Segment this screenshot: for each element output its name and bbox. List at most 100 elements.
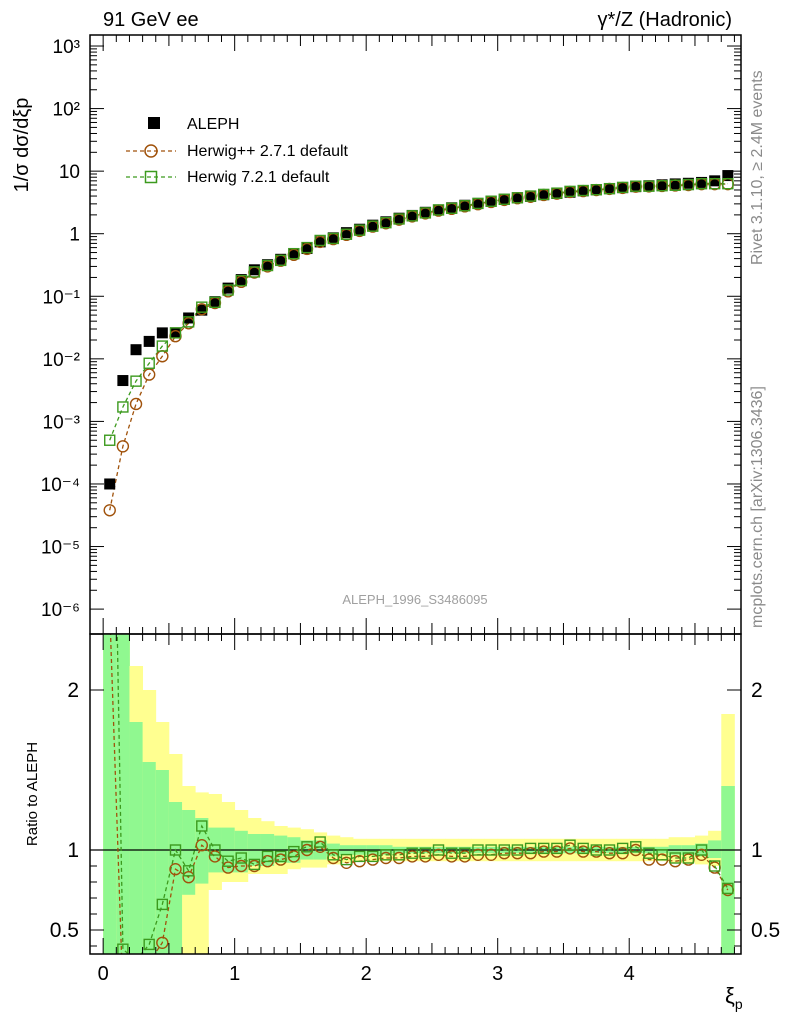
herwig7-point: [511, 192, 524, 204]
ratio-band-inner: [155, 770, 170, 954]
ratio-herwig7-point: [353, 850, 366, 863]
aleph-point: [590, 184, 602, 196]
ratio-herwig7-point: [590, 844, 603, 856]
main-y-tick-label: 1: [69, 225, 80, 246]
herwig7-point: [538, 188, 550, 201]
aleph-point: [722, 170, 734, 182]
aleph-point: [314, 236, 326, 248]
ratio-herwig7-point: [367, 850, 379, 863]
ratio-y-tick-label-left: 2: [67, 679, 79, 702]
main-y-tick-label: 10⁻⁵: [41, 538, 80, 559]
ratio-herwigpp-point: [144, 957, 155, 968]
aleph-point: [617, 182, 629, 194]
ratio-herwig7-point: [274, 850, 287, 863]
ratio-frame: [89, 633, 742, 955]
ratio-band-inner: [142, 762, 157, 954]
herwig7-point: [248, 266, 261, 278]
aleph-point: [235, 274, 247, 286]
legend-marker-herwig7: [144, 170, 158, 184]
herwig7-point: [235, 274, 247, 287]
main-y-tick-labels: 10⁻⁶ 10⁻⁵ 10⁻⁴ 10⁻³ 10⁻² 10⁻¹ 1 10 10² 10³: [41, 37, 80, 621]
aleph-point: [130, 344, 142, 356]
herwig7-point: [169, 327, 182, 339]
ratio-panel: 0.5 0.5 1 1 2 2 0 1 2 3 4 Ratio to ALEPH ξp: [24, 633, 780, 1012]
x-tick-label: 2: [361, 963, 372, 985]
aleph-point: [603, 183, 615, 195]
herwig7-point: [695, 178, 708, 190]
legend: ALEPH Herwig++ 2.7.1 default Herwig 7.2.…: [126, 116, 349, 186]
ratio-y-tick-labels: 0.5 0.5 1 1 2 2: [50, 679, 780, 942]
herwigpp-point: [103, 504, 116, 517]
main-y-tick-label: 10⁻²: [43, 350, 81, 371]
ratio-y-axis-label: Ratio to ALEPH: [24, 742, 41, 846]
ratio-herwig7-point: [156, 898, 169, 911]
ratio-herwig7-point: [603, 844, 616, 856]
ratio-herwig7-point: [485, 844, 497, 856]
aleph-point: [682, 177, 694, 189]
ratio-herwig7-point: [669, 852, 681, 864]
ratio-band-inner: [103, 634, 117, 954]
herwig7-point: [380, 216, 392, 229]
herwig7-point: [130, 375, 142, 387]
aleph-point: [498, 193, 510, 205]
ratio-y-tick-label-right: 2: [751, 679, 763, 702]
main-y-tick-label: 10⁻⁴: [41, 475, 80, 496]
ratio-data-points: [117, 820, 735, 1000]
herwig7-point: [104, 434, 116, 446]
ratio-herwig7-point: [630, 841, 642, 853]
ratio-herwig7-point: [616, 842, 629, 855]
aleph-point: [525, 190, 537, 202]
herwig7-point: [288, 247, 300, 260]
ratio-herwig7-point: [551, 842, 563, 855]
ratio-y-tick-label-left: 1: [67, 839, 79, 862]
herwig7-point: [419, 207, 432, 219]
aleph-point: [248, 264, 260, 276]
aleph-point: [511, 192, 523, 204]
herwig7-point: [590, 184, 603, 196]
ratio-herwig7-point: [196, 820, 208, 832]
aleph-point: [433, 204, 445, 216]
herwig7-point: [485, 195, 497, 207]
legend-label-herwig7: Herwig 7.2.1 default: [187, 169, 330, 186]
ratio-herwig7-point: [459, 847, 471, 859]
ratio-herwig7-point: [695, 844, 708, 856]
x-tick-label: 4: [624, 963, 635, 985]
aleph-point: [169, 327, 181, 339]
ratio-herwigpp-point: [221, 861, 235, 874]
ratio-band-inner: [721, 786, 735, 954]
x-tick-labels: 0 1 2 3 4: [98, 963, 635, 985]
ratio-uncertainty-bands: [103, 634, 735, 954]
ratio-herwig7-point: [498, 844, 510, 856]
main-y-tick-label: 10²: [53, 100, 80, 121]
ratio-herwigpp-point: [235, 859, 248, 873]
ratio-band-inner: [116, 634, 130, 954]
main-y-tick-label: 10⁻⁶: [41, 600, 80, 621]
herwig7-point: [222, 284, 234, 296]
herwig7-point: [524, 190, 537, 202]
aleph-point: [564, 186, 576, 198]
ratio-herwigpp-point: [182, 871, 195, 884]
ratio-herwig7-point: [432, 844, 445, 856]
herwig7-point: [445, 202, 458, 214]
ratio-herwig7-point: [643, 847, 655, 859]
herwig7-point: [209, 296, 221, 309]
legend-marker-herwigpp: [144, 144, 158, 158]
herwig7-point: [117, 401, 129, 413]
herwig7-point: [656, 180, 668, 192]
herwigpp-point: [116, 440, 130, 453]
herwig7-point: [274, 254, 287, 267]
herwig7-point: [353, 224, 366, 236]
ratio-herwigpp-point: [169, 863, 182, 876]
aleph-point: [551, 187, 563, 199]
ratio-herwigpp-point: [117, 989, 128, 1000]
herwigpp-point: [129, 397, 143, 411]
aleph-point: [669, 178, 681, 190]
ratio-herwigpp-point: [195, 839, 208, 852]
ratio-band-inner: [708, 840, 722, 858]
herwig7-point: [498, 193, 510, 205]
legend-label-herwigpp: Herwig++ 2.7.1 default: [187, 143, 349, 160]
herwig7-point: [314, 234, 326, 247]
herwig7-point: [722, 178, 734, 190]
ratio-y-tick-label-right: 0.5: [751, 919, 780, 942]
aleph-point: [222, 282, 234, 294]
